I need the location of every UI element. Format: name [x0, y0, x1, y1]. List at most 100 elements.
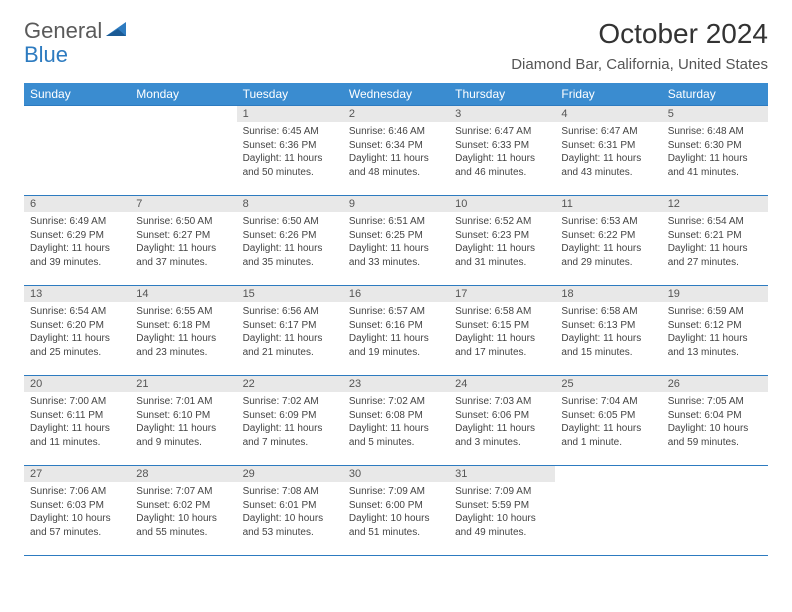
calendar-cell: 7Sunrise: 6:50 AMSunset: 6:27 PMDaylight… — [130, 196, 236, 286]
day-number: 16 — [343, 286, 449, 302]
day-details: Sunrise: 6:55 AMSunset: 6:18 PMDaylight:… — [130, 302, 236, 363]
calendar-cell: 3Sunrise: 6:47 AMSunset: 6:33 PMDaylight… — [449, 106, 555, 196]
calendar-cell: 16Sunrise: 6:57 AMSunset: 6:16 PMDayligh… — [343, 286, 449, 376]
calendar-cell: 23Sunrise: 7:02 AMSunset: 6:08 PMDayligh… — [343, 376, 449, 466]
calendar-head: SundayMondayTuesdayWednesdayThursdayFrid… — [24, 83, 768, 106]
day-details: Sunrise: 6:49 AMSunset: 6:29 PMDaylight:… — [24, 212, 130, 273]
day-details: Sunrise: 6:47 AMSunset: 6:33 PMDaylight:… — [449, 122, 555, 183]
day-number: 4 — [555, 106, 661, 122]
day-number: 13 — [24, 286, 130, 302]
header: General October 2024 Diamond Bar, Califo… — [24, 18, 768, 73]
calendar-cell-empty — [662, 466, 768, 556]
calendar-cell: 6Sunrise: 6:49 AMSunset: 6:29 PMDaylight… — [24, 196, 130, 286]
col-header: Monday — [130, 83, 236, 106]
day-details: Sunrise: 6:56 AMSunset: 6:17 PMDaylight:… — [237, 302, 343, 363]
calendar-cell: 20Sunrise: 7:00 AMSunset: 6:11 PMDayligh… — [24, 376, 130, 466]
col-header: Friday — [555, 83, 661, 106]
day-number: 30 — [343, 466, 449, 482]
calendar-cell: 30Sunrise: 7:09 AMSunset: 6:00 PMDayligh… — [343, 466, 449, 556]
day-number: 31 — [449, 466, 555, 482]
calendar-cell: 25Sunrise: 7:04 AMSunset: 6:05 PMDayligh… — [555, 376, 661, 466]
col-header: Saturday — [662, 83, 768, 106]
day-details: Sunrise: 7:02 AMSunset: 6:08 PMDaylight:… — [343, 392, 449, 453]
day-details: Sunrise: 7:04 AMSunset: 6:05 PMDaylight:… — [555, 392, 661, 453]
day-details: Sunrise: 6:50 AMSunset: 6:27 PMDaylight:… — [130, 212, 236, 273]
calendar-cell: 4Sunrise: 6:47 AMSunset: 6:31 PMDaylight… — [555, 106, 661, 196]
day-details: Sunrise: 6:52 AMSunset: 6:23 PMDaylight:… — [449, 212, 555, 273]
col-header: Thursday — [449, 83, 555, 106]
calendar-cell: 8Sunrise: 6:50 AMSunset: 6:26 PMDaylight… — [237, 196, 343, 286]
day-number: 12 — [662, 196, 768, 212]
day-number: 10 — [449, 196, 555, 212]
calendar-cell: 31Sunrise: 7:09 AMSunset: 5:59 PMDayligh… — [449, 466, 555, 556]
day-details: Sunrise: 6:51 AMSunset: 6:25 PMDaylight:… — [343, 212, 449, 273]
calendar-body: 1Sunrise: 6:45 AMSunset: 6:36 PMDaylight… — [24, 106, 768, 556]
day-number: 1 — [237, 106, 343, 122]
day-number: 28 — [130, 466, 236, 482]
day-details: Sunrise: 6:46 AMSunset: 6:34 PMDaylight:… — [343, 122, 449, 183]
day-number: 5 — [662, 106, 768, 122]
day-number: 29 — [237, 466, 343, 482]
calendar-cell: 14Sunrise: 6:55 AMSunset: 6:18 PMDayligh… — [130, 286, 236, 376]
day-details: Sunrise: 6:58 AMSunset: 6:15 PMDaylight:… — [449, 302, 555, 363]
calendar-cell: 26Sunrise: 7:05 AMSunset: 6:04 PMDayligh… — [662, 376, 768, 466]
day-details: Sunrise: 7:09 AMSunset: 6:00 PMDaylight:… — [343, 482, 449, 543]
calendar-cell: 22Sunrise: 7:02 AMSunset: 6:09 PMDayligh… — [237, 376, 343, 466]
day-number: 9 — [343, 196, 449, 212]
calendar-table: SundayMondayTuesdayWednesdayThursdayFrid… — [24, 83, 768, 556]
calendar-row: 13Sunrise: 6:54 AMSunset: 6:20 PMDayligh… — [24, 286, 768, 376]
day-details: Sunrise: 7:08 AMSunset: 6:01 PMDaylight:… — [237, 482, 343, 543]
day-details: Sunrise: 7:01 AMSunset: 6:10 PMDaylight:… — [130, 392, 236, 453]
day-details: Sunrise: 7:03 AMSunset: 6:06 PMDaylight:… — [449, 392, 555, 453]
day-details: Sunrise: 6:58 AMSunset: 6:13 PMDaylight:… — [555, 302, 661, 363]
day-number: 14 — [130, 286, 236, 302]
calendar-cell-empty — [555, 466, 661, 556]
day-number: 11 — [555, 196, 661, 212]
calendar-cell: 11Sunrise: 6:53 AMSunset: 6:22 PMDayligh… — [555, 196, 661, 286]
calendar-cell: 13Sunrise: 6:54 AMSunset: 6:20 PMDayligh… — [24, 286, 130, 376]
day-number: 8 — [237, 196, 343, 212]
page-title: October 2024 — [511, 18, 768, 50]
logo-word1: General — [24, 18, 102, 44]
day-number: 26 — [662, 376, 768, 392]
calendar-row: 20Sunrise: 7:00 AMSunset: 6:11 PMDayligh… — [24, 376, 768, 466]
calendar-cell-empty — [130, 106, 236, 196]
day-number: 15 — [237, 286, 343, 302]
calendar-cell: 24Sunrise: 7:03 AMSunset: 6:06 PMDayligh… — [449, 376, 555, 466]
day-number: 27 — [24, 466, 130, 482]
day-number: 7 — [130, 196, 236, 212]
day-number: 18 — [555, 286, 661, 302]
calendar-cell: 10Sunrise: 6:52 AMSunset: 6:23 PMDayligh… — [449, 196, 555, 286]
day-details: Sunrise: 6:45 AMSunset: 6:36 PMDaylight:… — [237, 122, 343, 183]
day-details: Sunrise: 7:09 AMSunset: 5:59 PMDaylight:… — [449, 482, 555, 543]
day-details: Sunrise: 6:50 AMSunset: 6:26 PMDaylight:… — [237, 212, 343, 273]
calendar-cell: 1Sunrise: 6:45 AMSunset: 6:36 PMDaylight… — [237, 106, 343, 196]
calendar-cell: 18Sunrise: 6:58 AMSunset: 6:13 PMDayligh… — [555, 286, 661, 376]
calendar-cell: 2Sunrise: 6:46 AMSunset: 6:34 PMDaylight… — [343, 106, 449, 196]
day-details: Sunrise: 6:54 AMSunset: 6:21 PMDaylight:… — [662, 212, 768, 273]
day-details: Sunrise: 6:59 AMSunset: 6:12 PMDaylight:… — [662, 302, 768, 363]
day-details: Sunrise: 7:02 AMSunset: 6:09 PMDaylight:… — [237, 392, 343, 453]
calendar-row: 6Sunrise: 6:49 AMSunset: 6:29 PMDaylight… — [24, 196, 768, 286]
day-details: Sunrise: 7:06 AMSunset: 6:03 PMDaylight:… — [24, 482, 130, 543]
calendar-cell: 5Sunrise: 6:48 AMSunset: 6:30 PMDaylight… — [662, 106, 768, 196]
calendar-cell: 19Sunrise: 6:59 AMSunset: 6:12 PMDayligh… — [662, 286, 768, 376]
calendar-cell: 27Sunrise: 7:06 AMSunset: 6:03 PMDayligh… — [24, 466, 130, 556]
day-number: 20 — [24, 376, 130, 392]
logo-word2: Blue — [24, 42, 68, 68]
day-number: 21 — [130, 376, 236, 392]
day-number: 24 — [449, 376, 555, 392]
day-details: Sunrise: 6:47 AMSunset: 6:31 PMDaylight:… — [555, 122, 661, 183]
day-number: 19 — [662, 286, 768, 302]
day-number: 6 — [24, 196, 130, 212]
calendar-row: 27Sunrise: 7:06 AMSunset: 6:03 PMDayligh… — [24, 466, 768, 556]
col-header: Wednesday — [343, 83, 449, 106]
calendar-cell: 29Sunrise: 7:08 AMSunset: 6:01 PMDayligh… — [237, 466, 343, 556]
col-header: Sunday — [24, 83, 130, 106]
day-details: Sunrise: 7:07 AMSunset: 6:02 PMDaylight:… — [130, 482, 236, 543]
day-details: Sunrise: 6:48 AMSunset: 6:30 PMDaylight:… — [662, 122, 768, 183]
day-details: Sunrise: 6:53 AMSunset: 6:22 PMDaylight:… — [555, 212, 661, 273]
title-block: October 2024 Diamond Bar, California, Un… — [511, 18, 768, 73]
day-number: 17 — [449, 286, 555, 302]
day-details: Sunrise: 6:57 AMSunset: 6:16 PMDaylight:… — [343, 302, 449, 363]
